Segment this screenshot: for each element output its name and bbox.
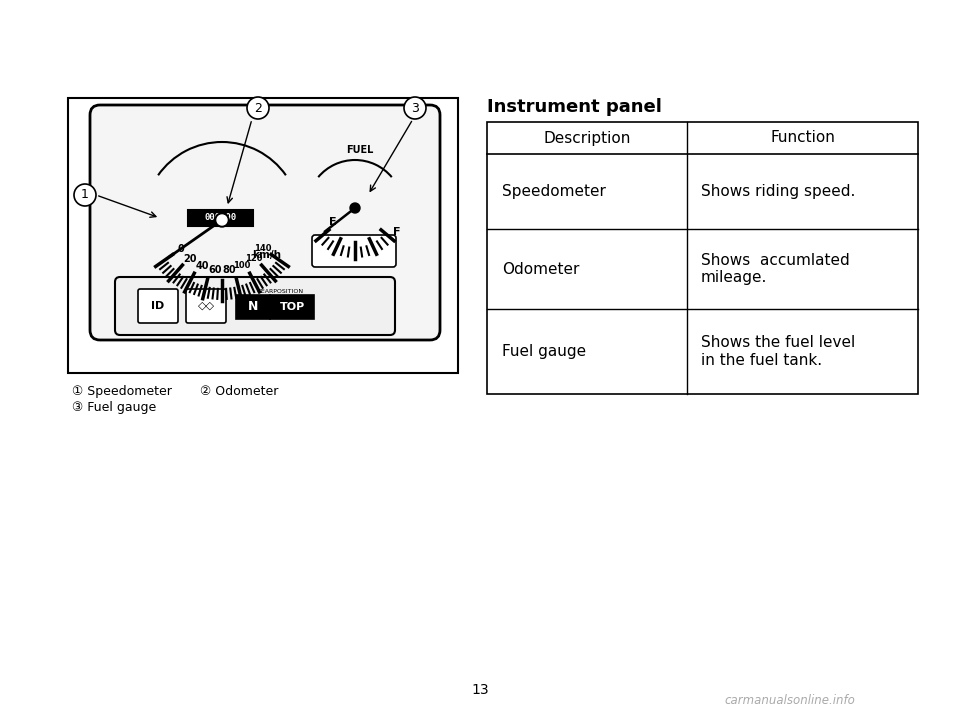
Text: Odometer: Odometer — [502, 262, 580, 277]
FancyBboxPatch shape — [312, 235, 396, 267]
Text: km/h: km/h — [252, 250, 281, 260]
Circle shape — [74, 184, 96, 206]
Text: Function: Function — [770, 131, 835, 146]
Text: 1: 1 — [81, 188, 89, 201]
Text: Speedometer: Speedometer — [502, 184, 606, 199]
Circle shape — [217, 215, 227, 225]
Text: Shows riding speed.: Shows riding speed. — [701, 184, 855, 199]
Text: Description: Description — [543, 131, 631, 146]
Text: 20: 20 — [183, 254, 197, 264]
Circle shape — [404, 97, 426, 119]
Text: ③ Fuel gauge: ③ Fuel gauge — [72, 401, 156, 414]
Text: FUEL: FUEL — [347, 145, 373, 155]
Bar — [487, 122, 918, 394]
Text: ID: ID — [152, 301, 164, 311]
Text: 120: 120 — [245, 255, 262, 263]
Text: GEARPOSITION: GEARPOSITION — [256, 289, 303, 294]
Text: Shows the fuel level
in the fuel tank.: Shows the fuel level in the fuel tank. — [701, 336, 855, 368]
Text: 2: 2 — [254, 102, 262, 114]
Text: Fuel gauge: Fuel gauge — [502, 344, 587, 359]
Text: ① Speedometer: ① Speedometer — [72, 385, 172, 398]
Text: N: N — [248, 301, 258, 314]
Text: 13: 13 — [471, 683, 489, 697]
Bar — [270, 295, 314, 319]
FancyBboxPatch shape — [186, 289, 226, 323]
Circle shape — [215, 213, 229, 227]
Text: 0: 0 — [178, 244, 184, 254]
Circle shape — [350, 203, 360, 213]
Text: 100: 100 — [233, 262, 251, 270]
Bar — [68, 98, 458, 373]
Text: Instrument panel: Instrument panel — [487, 98, 661, 116]
Text: ② Odometer: ② Odometer — [200, 385, 278, 398]
FancyBboxPatch shape — [115, 277, 395, 335]
Text: 000000: 000000 — [204, 213, 236, 223]
Text: 140: 140 — [254, 244, 272, 253]
Text: ◇◇: ◇◇ — [198, 301, 214, 311]
FancyBboxPatch shape — [90, 105, 440, 340]
Text: E: E — [329, 217, 337, 227]
Text: 3: 3 — [411, 102, 419, 114]
FancyBboxPatch shape — [138, 289, 178, 323]
Text: 60: 60 — [208, 264, 222, 274]
Text: Shows  accumlated
mileage.: Shows accumlated mileage. — [701, 253, 850, 285]
Circle shape — [247, 97, 269, 119]
Text: 80: 80 — [222, 264, 235, 274]
Text: 40: 40 — [195, 261, 208, 271]
Text: TOP: TOP — [279, 302, 304, 312]
Text: carmanualsonline.info: carmanualsonline.info — [725, 693, 855, 707]
Text: F: F — [394, 228, 401, 237]
Bar — [188, 210, 253, 226]
Bar — [236, 295, 270, 319]
